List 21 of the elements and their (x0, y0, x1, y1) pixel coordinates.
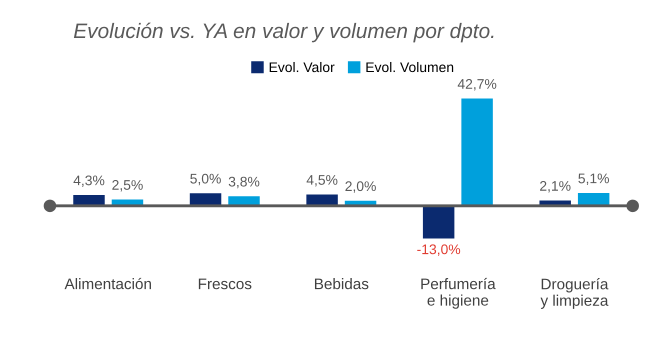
data-label: 5,0% (190, 174, 221, 186)
data-label: -13,0% (417, 244, 460, 256)
data-label: 42,7% (458, 79, 496, 91)
data-label: 2,1% (540, 181, 571, 192)
x-tick-label: Alimentación (64, 278, 151, 290)
bar (422, 206, 454, 238)
data-label: 4,3% (73, 175, 104, 187)
data-label: 5,1% (578, 174, 609, 185)
data-label: 2,5% (112, 180, 143, 192)
data-label: 2,0% (345, 181, 376, 193)
legend-label: Evol. Volumen (366, 62, 454, 72)
x-tick-label: Frescos (198, 278, 252, 290)
data-label: 3,8% (228, 176, 260, 188)
x-tick-label: Perfumería e higiene (421, 278, 496, 309)
data-label: 4,5% (306, 175, 338, 186)
legend-label: Evol. Valor (270, 62, 334, 72)
x-tick-label: Bebidas (314, 278, 368, 290)
x-tick-label: Droguería y limpieza (540, 278, 608, 309)
chart-title: Evolución vs. YA en valor y volumen por dpto. (74, 22, 494, 42)
bar (578, 193, 610, 206)
bar (461, 98, 493, 206)
